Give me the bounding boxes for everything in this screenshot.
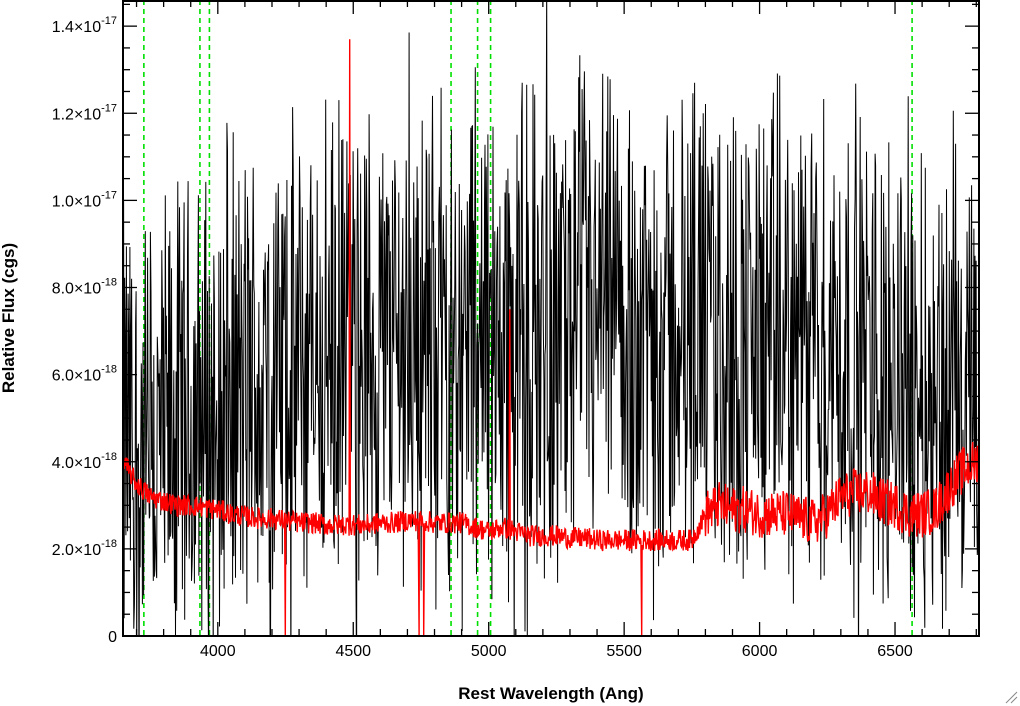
observed-spectrum-line	[123, 0, 979, 636]
x-tick-label: 4500	[335, 643, 371, 660]
y-tick-label: 1.4×10-17	[52, 15, 117, 36]
x-tick-label: 6000	[742, 643, 778, 660]
x-tick-label: 4000	[200, 643, 236, 660]
series-lines	[123, 0, 979, 636]
y-tick-label: 2.0×10-18	[52, 538, 117, 559]
plot-border	[122, 0, 980, 637]
y-axis-label: Relative Flux (cgs)	[0, 243, 18, 393]
x-axis-label: Rest Wavelength (Ang)	[458, 684, 643, 703]
resize-grip-icon[interactable]	[1004, 690, 1018, 704]
tick-labels: 4000 4500 5000 5500 6000 6500 0 2.0×10-18 4.0×10…	[52, 15, 913, 660]
axis-ticks	[123, 0, 979, 637]
y-tick-label: 6.0×10-18	[52, 364, 117, 385]
x-tick-label: 5000	[471, 643, 507, 660]
y-tick-label: 4.0×10-18	[52, 451, 117, 472]
y-tick-label: 0	[108, 629, 117, 646]
model-spectrum-line	[123, 39, 979, 636]
plot-frame	[122, 0, 980, 637]
y-tick-label: 8.0×10-18	[52, 277, 117, 298]
y-tick-label: 1.2×10-17	[52, 102, 117, 123]
y-tick-label: 1.0×10-17	[52, 189, 117, 210]
x-tick-label: 5500	[606, 643, 642, 660]
x-tick-label: 6500	[877, 643, 913, 660]
